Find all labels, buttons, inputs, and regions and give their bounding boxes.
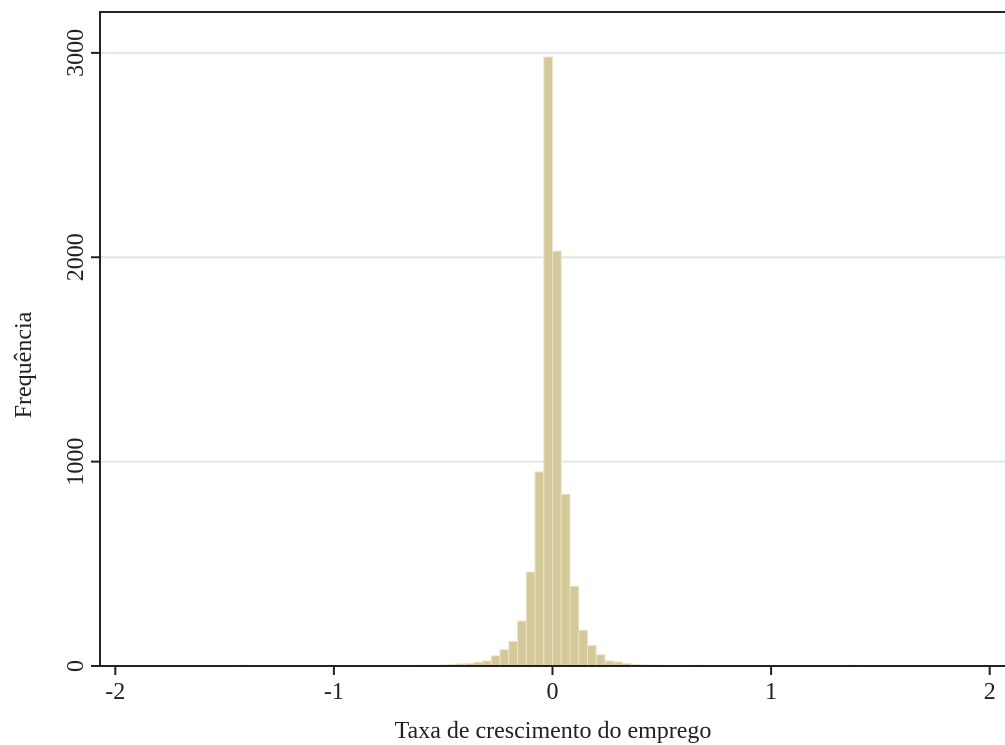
x-axis-ticks: -2 -1 0 1 2 [105, 666, 996, 705]
histogram-bar [595, 654, 606, 667]
x-tick-label: -2 [105, 679, 125, 705]
histogram-bar [586, 645, 597, 667]
y-tick-label: 0 [63, 660, 89, 672]
x-tick-label: 2 [984, 679, 996, 705]
histogram-bar [499, 649, 510, 667]
y-axis-ticks: 0 1000 2000 3000 [63, 29, 100, 672]
histogram-bar [490, 655, 501, 667]
histogram-bar [525, 571, 536, 667]
histogram-bar [552, 250, 562, 667]
y-tick-label: 1000 [63, 438, 89, 486]
y-axis-title: Frequência [11, 311, 37, 418]
histogram-bar [569, 585, 580, 667]
y-tick-label: 3000 [63, 29, 89, 77]
histogram-bar [508, 640, 519, 667]
y-tick-label: 2000 [63, 233, 89, 281]
histogram-bars [237, 56, 877, 667]
x-tick-label: 1 [765, 679, 777, 705]
x-axis-title: Taxa de crescimento do emprego [395, 718, 712, 744]
histogram-bar [543, 56, 554, 667]
x-tick-label: 0 [547, 679, 559, 705]
histogram-bar [534, 471, 545, 667]
x-tick-label: -1 [324, 679, 344, 705]
histogram-bar [517, 620, 527, 667]
histogram-bar [560, 493, 571, 667]
histogram-bar [578, 629, 588, 667]
